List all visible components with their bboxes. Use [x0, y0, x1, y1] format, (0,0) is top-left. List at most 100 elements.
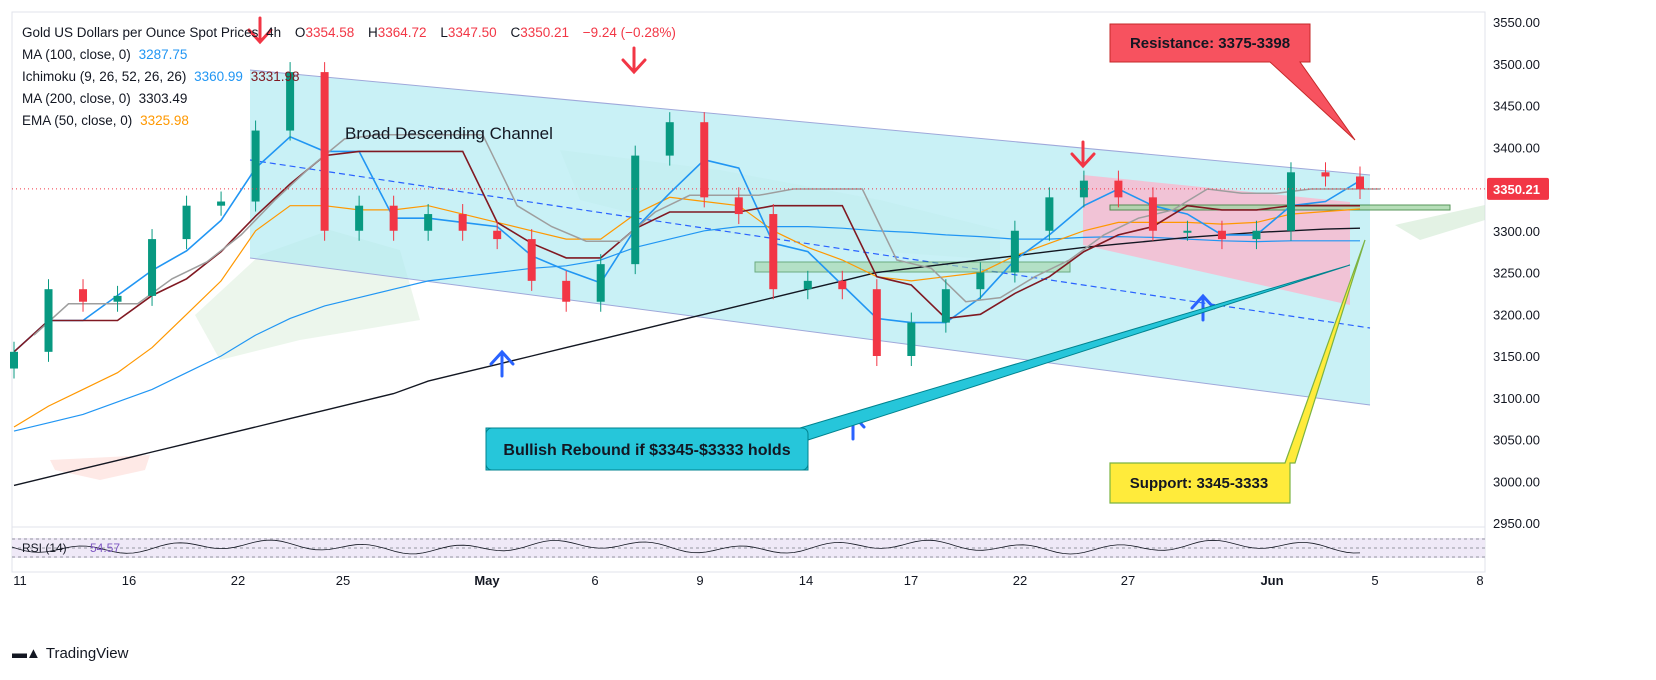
time-tick-label: 6 [591, 573, 598, 588]
candle-body [251, 130, 260, 202]
candle [1356, 166, 1364, 200]
candle-body [389, 205, 398, 231]
resistance-callout [1109, 23, 1356, 141]
candle [941, 279, 950, 333]
candle [1045, 187, 1054, 241]
tradingview-brand[interactable]: ▬▲ TradingView [12, 645, 128, 662]
candle [700, 112, 709, 208]
candle [493, 220, 502, 250]
candle-body [562, 280, 571, 302]
candle [665, 112, 674, 166]
legend-low-label: L [440, 25, 448, 40]
candle [562, 270, 571, 312]
current-price-tag [1487, 177, 1549, 200]
ichimoku-base-line [13, 150, 1360, 353]
candle-body [941, 289, 950, 323]
price-tick-label: 2950.00 [1493, 516, 1540, 531]
legend-indicator-ichimoku[interactable]: Ichimoku (9, 26, 52, 26, 26) 3360.99 333… [22, 66, 676, 88]
candle-body [1321, 172, 1330, 177]
rsi-label: RSI (14) [22, 541, 67, 555]
time-tick-label: 17 [904, 573, 918, 588]
candle-body [872, 289, 881, 356]
time-tick-label: 14 [799, 573, 813, 588]
chart-legend: Gold US Dollars per Ounce Spot Prices 4h… [22, 22, 676, 132]
candle-body [44, 289, 53, 352]
candle-body [665, 122, 674, 156]
time-tick-label: 16 [122, 573, 136, 588]
current-price-label: 3350.21 [1493, 182, 1540, 197]
candle-body [700, 122, 709, 198]
indicator-label: MA (100, close, 0) [22, 47, 131, 62]
brand-name: TradingView [45, 645, 129, 662]
candle [217, 191, 226, 216]
candle [1321, 162, 1330, 187]
price-tick-label: 3000.00 [1493, 474, 1540, 489]
candle [872, 279, 881, 367]
candle-body [148, 239, 157, 296]
candle [631, 145, 640, 275]
support-arrow-up [489, 349, 515, 378]
legend-interval: 4h [266, 25, 282, 40]
descending-channel [250, 70, 1370, 405]
resistance-arrow-down [621, 46, 647, 75]
candle [1079, 170, 1088, 208]
indicator-value-2: 3331.98 [250, 69, 300, 84]
price-tick-label: 3400.00 [1493, 140, 1540, 155]
indicator-value: 3303.49 [138, 91, 188, 106]
rebound-callout-text: Bullish Rebound if $3345-$3333 holds [503, 442, 790, 459]
candle-body [803, 280, 812, 290]
price-tick-label: 3500.00 [1493, 57, 1540, 72]
candle [1252, 220, 1261, 250]
candle [79, 279, 88, 312]
support-callout-text: Support: 3345-3333 [1130, 475, 1268, 492]
candle [1217, 220, 1226, 250]
legend-symbol-row: Gold US Dollars per Ounce Spot Prices 4h… [22, 22, 676, 44]
legend-indicator-ma100[interactable]: MA (100, close, 0) 3287.75 [22, 44, 676, 66]
candle [976, 262, 985, 300]
time-tick-label: 22 [1013, 573, 1027, 588]
price-tick-label: 3200.00 [1493, 307, 1540, 322]
legend-indicator-ema50[interactable]: EMA (50, close, 0) 3325.98 [22, 110, 676, 132]
channel-midline [249, 159, 1371, 329]
candle-body [1114, 180, 1123, 198]
consolidation-box [754, 261, 1071, 273]
candle-body [1045, 197, 1054, 231]
candle [424, 204, 433, 241]
time-tick-label: 8 [1476, 573, 1483, 588]
candle-body [527, 239, 536, 281]
candle [389, 195, 398, 241]
indicator-value: 3287.75 [138, 47, 188, 62]
candle-body [1286, 172, 1295, 231]
candle-body [182, 205, 191, 240]
candle [1148, 187, 1157, 241]
candle-body [458, 214, 467, 231]
candle [1010, 220, 1019, 283]
legend-open: 3354.58 [305, 25, 355, 40]
candle [838, 270, 847, 300]
candle [182, 195, 191, 250]
legend-symbol: Gold US Dollars per Ounce Spot Prices [22, 25, 259, 40]
channel-top-line [249, 69, 1371, 176]
candle [320, 62, 329, 241]
time-tick-label: May [474, 573, 500, 588]
legend-close: 3350.21 [520, 25, 569, 40]
candle-body [113, 295, 122, 302]
candle [10, 341, 18, 379]
price-tick-label: 3550.00 [1493, 15, 1540, 30]
candle [1183, 220, 1192, 241]
ichimoku-cloud-bear [50, 455, 150, 480]
candle [251, 120, 260, 212]
rsi-value: 54.57 [90, 541, 120, 555]
candle [803, 270, 812, 300]
tradingview-logo-icon: ▬▲ [12, 645, 41, 662]
legend-indicator-ma200[interactable]: MA (200, close, 0) 3303.49 [22, 88, 676, 110]
series-line-2 [13, 227, 1361, 487]
channel-bottom-line [249, 257, 1371, 406]
candle-body [769, 214, 778, 290]
candle-body [1148, 197, 1157, 231]
price-tick-label: 3450.00 [1493, 99, 1540, 114]
candle-body [493, 230, 502, 240]
candle-body [1356, 176, 1364, 189]
